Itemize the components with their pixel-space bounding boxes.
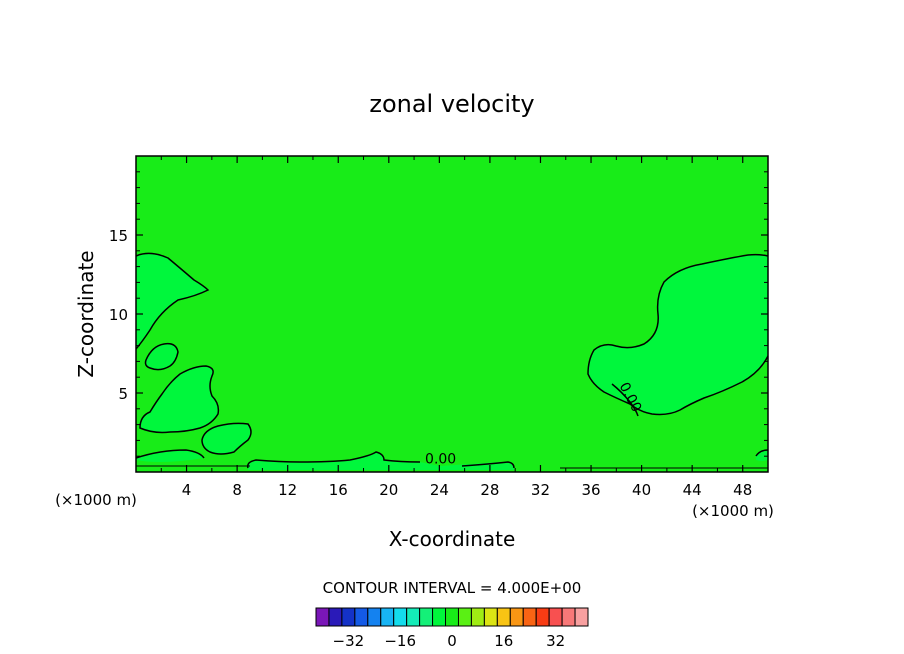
colorbar xyxy=(315,607,589,627)
colorbar-swatch xyxy=(496,607,511,627)
contour-lines xyxy=(135,252,769,469)
colorbar-swatch xyxy=(535,607,550,627)
x-tick-label: 44 xyxy=(683,481,702,499)
colorbar-swatch xyxy=(522,607,537,627)
colorbar-swatch xyxy=(548,607,563,627)
colorbar-swatch xyxy=(574,607,589,627)
contour-region-right xyxy=(588,254,768,415)
x-tick-label: 32 xyxy=(531,481,550,499)
plot-area xyxy=(136,156,768,472)
contour-line xyxy=(136,465,768,469)
colorbar-label: 32 xyxy=(546,632,565,650)
x-tick-label: 28 xyxy=(480,481,499,499)
x-tick-label: 24 xyxy=(430,481,449,499)
x-tick-label: 40 xyxy=(632,481,651,499)
x-tick-label: 48 xyxy=(733,481,752,499)
colorbar-swatch xyxy=(432,607,447,627)
colorbar-swatch xyxy=(419,607,434,627)
colorbar-label: −32 xyxy=(333,632,365,650)
contour-region-bottom-strip xyxy=(247,452,514,470)
x-axis-ticks: 4 8 12 16 20 24 28 32 36 40 44 48 xyxy=(160,156,752,499)
colorbar-swatch xyxy=(315,607,330,627)
colorbar-swatch xyxy=(354,607,369,627)
contour-line xyxy=(461,461,515,469)
x-tick-label: 12 xyxy=(278,481,297,499)
contour-line xyxy=(246,451,421,469)
x-tick-label: 4 xyxy=(182,481,192,499)
contour-line xyxy=(135,449,205,459)
colorbar-label: −16 xyxy=(384,632,416,650)
y-tick-label: 5 xyxy=(118,385,128,403)
z-unit-label: (×1000 m) xyxy=(55,491,137,509)
colorbar-swatch xyxy=(470,607,485,627)
contour-region-left-lower xyxy=(140,366,219,433)
contour-region-left-blob xyxy=(202,423,251,454)
colorbar-labels: −32 −16 0 16 32 xyxy=(333,632,566,650)
x-unit-label: (×1000 m) xyxy=(692,502,774,520)
contour-label: 0.00 xyxy=(425,451,456,467)
contour-line xyxy=(755,449,769,457)
contour-line xyxy=(587,253,769,416)
x-axis-label: X-coordinate xyxy=(389,527,516,551)
x-tick-label: 20 xyxy=(379,481,398,499)
y-tick-label: 15 xyxy=(109,227,128,245)
colorbar-swatch xyxy=(445,607,459,627)
x-tick-label: 8 xyxy=(232,481,242,499)
x-tick-label: 36 xyxy=(581,481,600,499)
colorbar-swatch xyxy=(483,607,498,627)
colorbar-swatch xyxy=(509,607,524,627)
colorbar-swatch xyxy=(341,607,356,627)
colorbar-swatch xyxy=(561,607,576,627)
contour-line xyxy=(611,383,639,417)
contour-line xyxy=(201,422,252,455)
x-tick-label: 16 xyxy=(329,481,348,499)
colorbar-swatch xyxy=(457,607,472,627)
y-axis-ticks: 5 10 15 xyxy=(109,171,768,457)
colorbar-swatch xyxy=(328,607,343,627)
y-tick-label: 10 xyxy=(109,306,128,324)
colorbar-swatch xyxy=(380,607,395,627)
contour-region-left-small xyxy=(145,343,178,370)
y-axis-label: Z-coordinate xyxy=(74,250,98,377)
contour-region-right-corner xyxy=(756,450,768,461)
chart-title: zonal velocity xyxy=(369,90,534,118)
colorbar-label: 0 xyxy=(447,632,457,650)
contour-interval-text: CONTOUR INTERVAL = 4.000E+00 xyxy=(323,579,582,597)
contour-line xyxy=(144,342,179,371)
colorbar-label: 16 xyxy=(494,632,513,650)
contour-line xyxy=(139,365,220,434)
colorbar-swatch xyxy=(406,607,421,627)
colorbar-swatch xyxy=(393,607,408,627)
contour-region-left-band xyxy=(136,450,204,462)
colorbar-swatch xyxy=(367,607,382,627)
contour-line xyxy=(135,252,210,350)
